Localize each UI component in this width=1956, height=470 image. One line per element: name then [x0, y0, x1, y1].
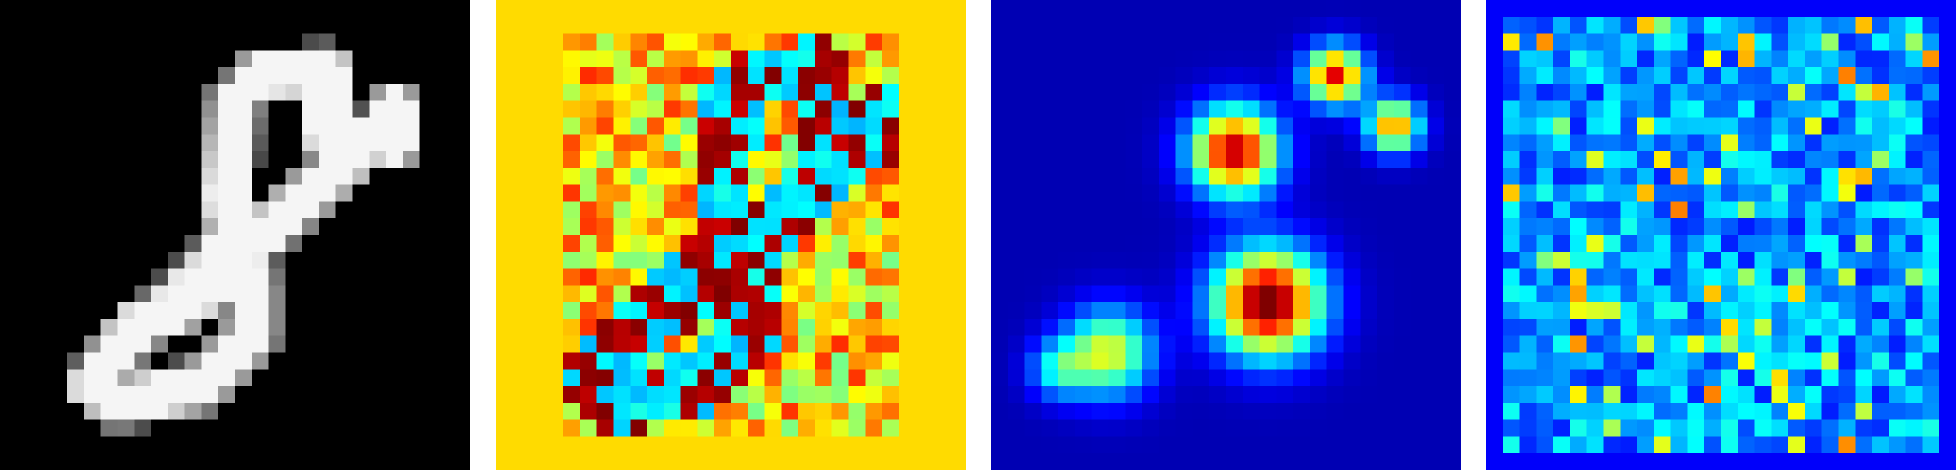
noise-heatmap-image [1486, 0, 1956, 470]
digit-image-panel [0, 0, 470, 470]
blobs-heatmap-image [991, 0, 1461, 470]
pattern-heatmap-panel [496, 0, 966, 470]
blobs-heatmap-panel [991, 0, 1461, 470]
noise-heatmap-panel [1486, 0, 1956, 470]
digit-eight-image [0, 0, 470, 470]
pattern-heatmap-image [496, 0, 966, 470]
